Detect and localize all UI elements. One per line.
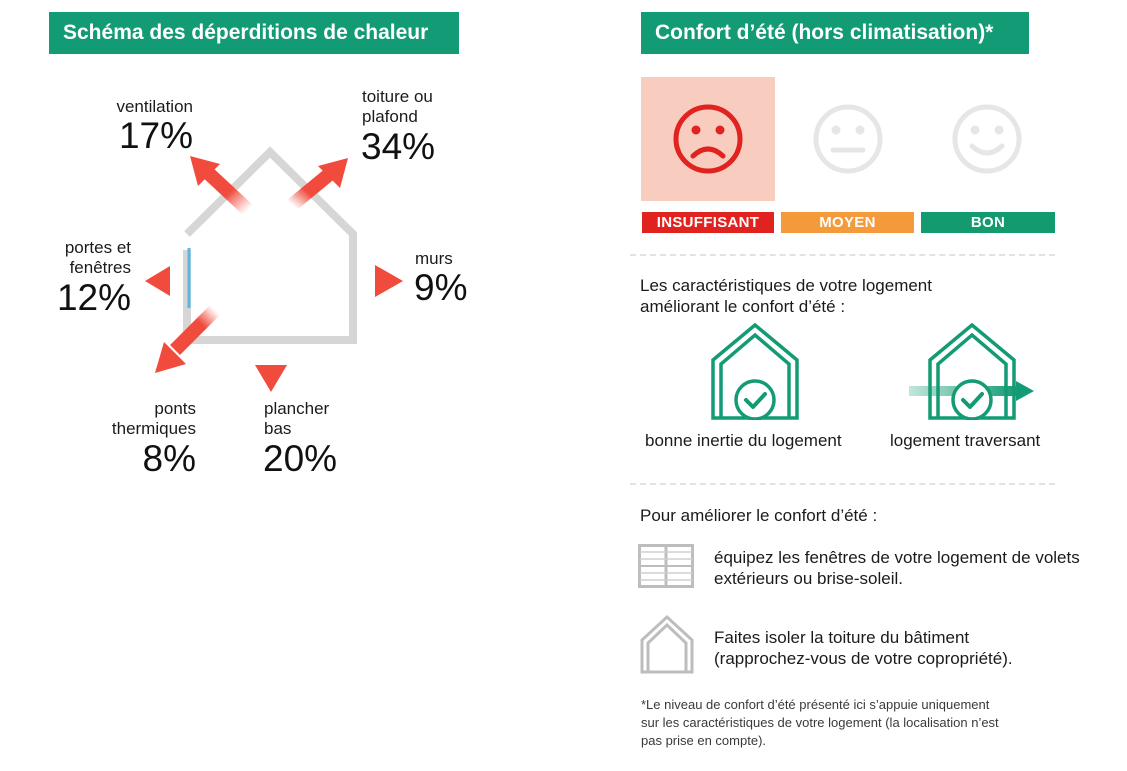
features-title-2: améliorant le confort d’été : xyxy=(640,297,846,316)
divider-1 xyxy=(630,254,1055,256)
rating-good-bar: BON xyxy=(921,212,1055,233)
floor-arrow xyxy=(255,325,287,392)
heat-loss-diagram xyxy=(145,146,403,392)
doors-label-1: portes et xyxy=(64,238,131,257)
rating-insufficient-box xyxy=(641,77,775,201)
floor-label-1: plancher xyxy=(264,399,330,418)
improvement-2-line-1: Faites isoler la toiture du bâtiment xyxy=(714,628,970,647)
ventilation-value: 17% xyxy=(118,115,193,156)
roof-arrow xyxy=(287,158,348,211)
footnote-line-1: *Le niveau de confort d’été présenté ici… xyxy=(641,697,990,712)
neutral-face-icon xyxy=(813,104,883,174)
improve-title: Pour améliorer le confort d’été : xyxy=(640,506,878,525)
rating-average-bar: MOYEN xyxy=(781,212,914,233)
features-title-1: Les caractéristiques de votre logement xyxy=(640,276,932,295)
walls-arrow xyxy=(325,265,403,297)
roof-house-icon xyxy=(640,614,694,674)
doors-value: 12% xyxy=(56,277,131,318)
rating-insufficient-bar: INSUFFISANT xyxy=(642,212,774,233)
roof-label-2: plafond xyxy=(362,107,418,126)
floor-label-2: bas xyxy=(264,419,292,438)
thermal-bridges-arrow xyxy=(155,305,220,373)
improvement-2-line-2: (rapprochez-vous de votre copropriété). xyxy=(714,649,1013,668)
summer-comfort-title: Confort d’été (hors climatisation)* xyxy=(641,12,1029,54)
ventilation-arrow xyxy=(190,156,253,216)
footnote-line-3: pas prise en compte). xyxy=(641,733,767,748)
roof-label-1: toiture ou xyxy=(362,87,433,106)
house-through-arrow-icon xyxy=(909,322,1034,420)
walls-label: murs xyxy=(415,249,453,268)
happy-face-icon xyxy=(952,104,1022,174)
thermal-bridges-label-2: thermiques xyxy=(111,419,196,438)
feature-inertia-label: bonne inertie du logement xyxy=(645,431,842,450)
rating-average-box xyxy=(781,77,915,201)
ventilation-label: ventilation xyxy=(116,97,193,116)
sad-face-icon xyxy=(673,104,743,174)
improvement-1-line-1: équipez les fenêtres de votre logement d… xyxy=(714,548,1080,567)
improvement-1-line-2: extérieurs ou brise-soleil. xyxy=(714,569,903,588)
doors-label-2: fenêtres xyxy=(69,258,131,277)
walls-value: 9% xyxy=(414,267,468,308)
rating-good-box xyxy=(920,77,1054,201)
thermal-bridges-label-1: ponts xyxy=(154,399,196,418)
doors-arrow xyxy=(145,266,208,296)
thermal-bridges-value: 8% xyxy=(142,438,196,479)
divider-2 xyxy=(630,483,1055,485)
feature-through-label: logement traversant xyxy=(890,431,1041,450)
footnote-line-2: sur les caractéristiques de votre logeme… xyxy=(641,715,999,730)
roof-value: 34% xyxy=(361,126,436,167)
floor-value: 20% xyxy=(263,438,338,479)
shutters-icon xyxy=(638,544,694,588)
heat-loss-title: Schéma des déperditions de chaleur xyxy=(49,12,459,54)
house-check-icon xyxy=(711,322,799,420)
